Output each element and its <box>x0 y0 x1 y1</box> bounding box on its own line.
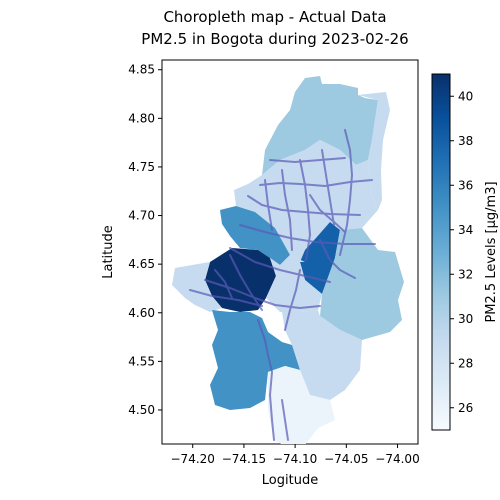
road-line <box>299 159 311 261</box>
x-axis: −74.20 −74.15 −74.10 −74.05 −74.00 <box>171 444 420 466</box>
road-line <box>204 279 321 309</box>
region-west <box>220 206 290 265</box>
road-line <box>269 157 346 163</box>
road-line <box>309 194 346 233</box>
road-line <box>264 179 273 231</box>
x-tick-label: −74.05 <box>324 452 368 466</box>
colorbar-label: PM2.5 Levels [μg/m3] <box>484 181 499 322</box>
road-line <box>214 269 233 299</box>
region-south-center <box>282 310 362 400</box>
road-line <box>319 239 356 279</box>
road-line <box>284 269 301 331</box>
y-tick-label: 4.55 <box>128 354 155 368</box>
road-line <box>339 129 353 256</box>
colorbar-tick-label: 38 <box>458 134 473 148</box>
region-northeast-strip <box>358 92 390 210</box>
x-tick-label: −74.10 <box>273 452 317 466</box>
y-tick-label: 4.60 <box>128 306 155 320</box>
x-axis-label: Logitude <box>262 473 318 488</box>
colorbar-tick-label: 34 <box>458 223 473 237</box>
y-tick-label: 4.75 <box>128 160 155 174</box>
x-tick-label: −74.15 <box>222 452 266 466</box>
colorbar-ticks: 26 28 30 32 34 36 38 40 <box>450 89 473 415</box>
road-line <box>257 319 275 441</box>
road-line <box>321 149 335 226</box>
region-east-hills <box>320 228 404 340</box>
x-tick-label: −74.00 <box>375 452 419 466</box>
road-line <box>189 289 263 307</box>
colorbar <box>431 73 451 431</box>
region-south <box>210 310 300 410</box>
region-west-edge <box>172 262 222 312</box>
y-tick-label: 4.50 <box>128 403 155 417</box>
y-axis-label: Latitude <box>101 225 116 279</box>
road-line <box>247 195 361 216</box>
roads-layer <box>189 129 376 441</box>
road-line <box>229 254 263 311</box>
y-axis: 4.50 4.55 4.60 4.65 4.70 4.75 4.80 4.85 <box>128 63 162 417</box>
road-line <box>229 247 331 283</box>
x-tick-label: −74.20 <box>171 452 215 466</box>
regions-layer <box>172 76 404 444</box>
colorbar-tick-label: 36 <box>458 178 473 192</box>
y-tick-label: 4.85 <box>128 63 155 77</box>
y-tick-label: 4.65 <box>128 257 155 271</box>
road-line <box>259 179 373 187</box>
colorbar-tick-label: 26 <box>458 401 473 415</box>
colorbar-tick-label: 32 <box>458 267 473 281</box>
y-tick-label: 4.70 <box>128 209 155 223</box>
chart-title-line2: PM2.5 in Bogota during 2023-02-26 <box>141 30 409 48</box>
region-north <box>262 76 378 175</box>
chart-title-line1: Choropleth map - Actual Data <box>163 8 387 26</box>
colorbar-tick-label: 28 <box>458 356 473 370</box>
road-line <box>281 399 289 441</box>
colorbar-tick-label: 40 <box>458 89 473 103</box>
colorbar-tick-label: 30 <box>458 312 473 326</box>
road-line <box>239 224 376 245</box>
region-center-east <box>300 222 340 294</box>
y-tick-label: 4.80 <box>128 111 155 125</box>
